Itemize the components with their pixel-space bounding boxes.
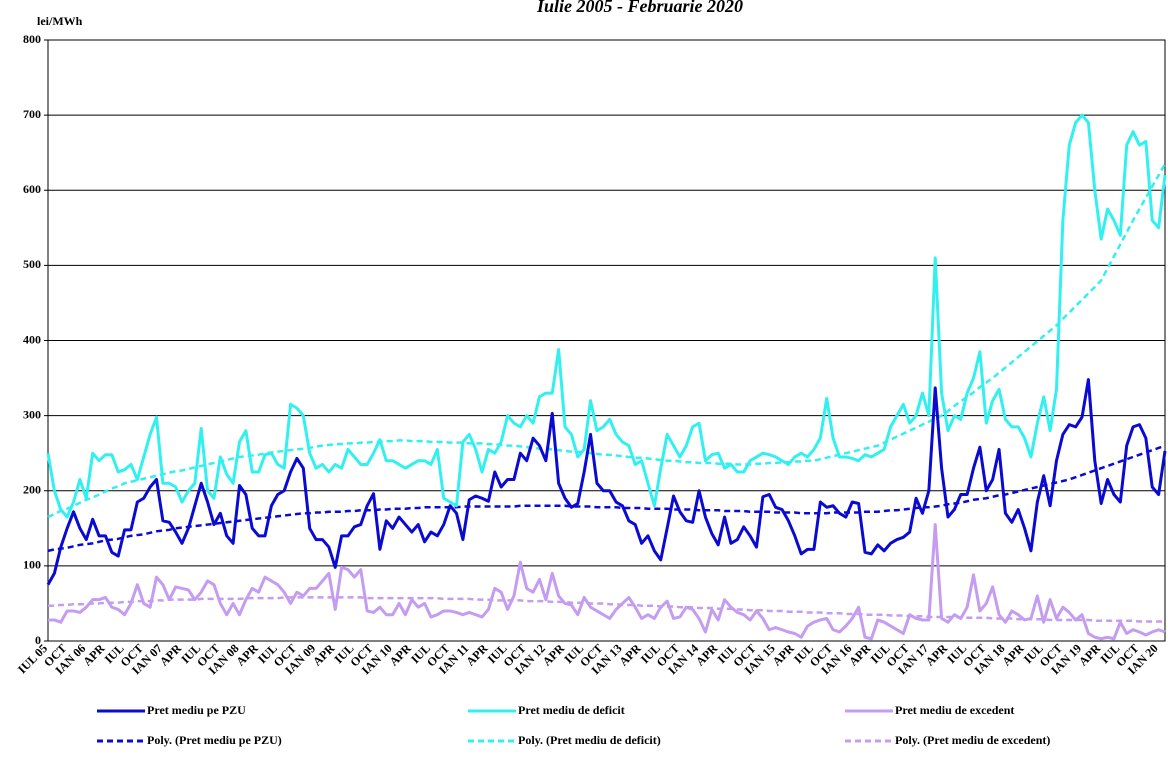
- trend-line: [48, 596, 1165, 623]
- y-axis-title: lei/MWh: [37, 14, 83, 28]
- y-tick-label: 800: [23, 32, 41, 46]
- legend-label: Pret mediu pe PZU: [147, 703, 246, 717]
- series-line: [46, 113, 1167, 519]
- legend-label: Poly. (Pret mediu pe PZU): [147, 733, 282, 747]
- y-tick-label: 400: [23, 332, 41, 346]
- series-line: [46, 378, 1167, 586]
- trend-line: [47, 163, 1167, 519]
- legend-label: Poly. (Pret mediu de excedent): [895, 733, 1050, 747]
- y-tick-label: 200: [23, 483, 41, 497]
- series-line: [48, 523, 1166, 641]
- plot-frame: [47, 39, 1166, 642]
- legend-label: Pret mediu de deficit: [518, 703, 625, 717]
- y-tick-label: 500: [23, 257, 41, 271]
- y-tick-label: 300: [23, 407, 41, 421]
- y-tick-label: 700: [23, 107, 41, 121]
- legend-label: Pret mediu de excedent: [895, 703, 1014, 717]
- legend-label: Poly. (Pret mediu de deficit): [518, 733, 661, 747]
- y-tick-label: 0: [35, 633, 41, 647]
- chart-title: Iulie 2005 - Februarie 2020: [536, 0, 743, 16]
- trend-line: [47, 444, 1166, 553]
- y-tick-label: 100: [23, 558, 41, 572]
- y-tick-label: 600: [23, 182, 41, 196]
